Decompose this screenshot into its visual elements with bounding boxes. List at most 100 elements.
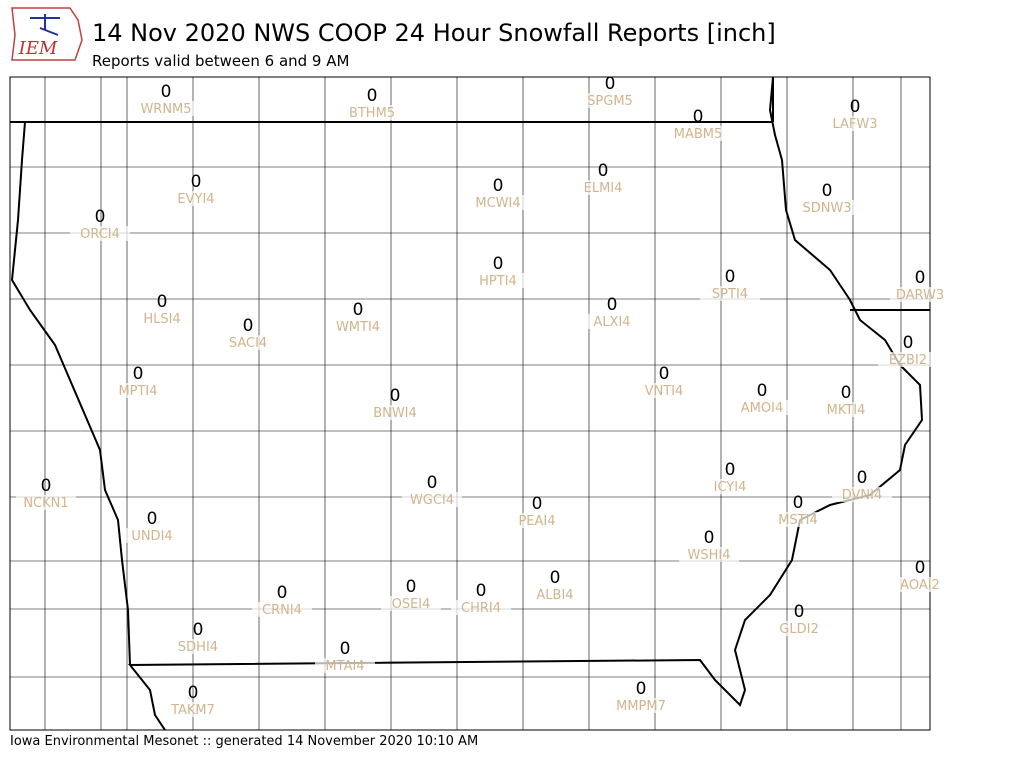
station-id: ORCI4 (80, 227, 120, 242)
label-halo (163, 702, 223, 717)
snowfall-value: 0 (191, 172, 202, 192)
label-halo (365, 405, 425, 420)
label-halo (573, 180, 633, 195)
label-halo (70, 226, 130, 241)
station-id: GLDI2 (779, 622, 818, 637)
label-halo (525, 587, 585, 602)
station-id: PEAI4 (518, 514, 555, 529)
station-id: NCKN1 (23, 496, 68, 511)
snowfall-value: 0 (493, 254, 504, 274)
station-id: ICYI4 (714, 480, 747, 495)
station-id: BTHM5 (349, 106, 395, 121)
snowfall-value: 0 (793, 493, 804, 513)
label-halo (611, 698, 671, 713)
snowfall-value: 0 (493, 176, 504, 196)
station-id: CHRI4 (461, 601, 501, 616)
station-id: AOAI2 (900, 578, 940, 593)
snowfall-value: 0 (353, 300, 364, 320)
snowfall-value: 0 (757, 381, 768, 401)
station-id: HPTI4 (479, 274, 517, 289)
label-halo (108, 383, 168, 398)
label-halo (832, 487, 892, 502)
station-id: TAKM7 (170, 703, 215, 718)
snowfall-value: 0 (532, 494, 543, 514)
label-halo (890, 577, 950, 592)
label-halo (634, 383, 694, 398)
snowfall-value: 0 (704, 528, 715, 548)
snowfall-value: 0 (476, 581, 487, 601)
snowfall-value: 0 (367, 86, 378, 106)
snowfall-value: 0 (193, 620, 204, 640)
snowfall-value: 0 (857, 468, 868, 488)
label-halo (825, 116, 885, 131)
label-halo (218, 335, 278, 350)
label-halo (769, 621, 829, 636)
snowfall-value: 0 (725, 267, 736, 287)
snowfall-value: 0 (725, 460, 736, 480)
snowfall-value: 0 (550, 568, 561, 588)
station-id: AMOI4 (741, 401, 783, 416)
snowfall-value: 0 (659, 364, 670, 384)
station-id: MSTI4 (778, 513, 818, 528)
snowfall-value: 0 (693, 107, 704, 127)
label-halo (168, 639, 228, 654)
snowfall-value: 0 (850, 97, 861, 117)
label-halo (252, 602, 312, 617)
station-id: EVYI4 (177, 192, 214, 207)
label-halo (507, 513, 567, 528)
station-id: SPTI4 (712, 287, 748, 302)
logo-text: IEM (18, 38, 58, 59)
snowfall-value: 0 (636, 679, 647, 699)
station-id: WGCI4 (410, 493, 454, 508)
station-id: MKTI4 (827, 403, 866, 418)
label-halo (797, 200, 857, 215)
label-halo (679, 547, 739, 562)
label-halo (700, 286, 760, 301)
station-id: DARW3 (896, 288, 944, 303)
station-id: MABM5 (674, 127, 723, 142)
label-halo (878, 352, 938, 367)
snowfall-value: 0 (157, 292, 168, 312)
station-id: SDNW3 (802, 201, 851, 216)
label-halo (468, 195, 528, 210)
station-id: DVNI4 (842, 488, 883, 503)
label-halo (451, 600, 511, 615)
label-halo (402, 492, 462, 507)
station-id: HLSI4 (143, 312, 180, 327)
snowfall-value: 0 (605, 74, 616, 94)
label-halo (580, 93, 640, 108)
snowfall-value: 0 (41, 476, 52, 496)
snowfall-value: 0 (95, 207, 106, 227)
snowfall-value: 0 (243, 316, 254, 336)
station-id: SDHI4 (178, 640, 218, 655)
label-halo (166, 191, 226, 206)
snowfall-value: 0 (133, 364, 144, 384)
station-id: WRNM5 (140, 102, 191, 117)
label-halo (700, 479, 760, 494)
label-halo (582, 314, 642, 329)
snowfall-value: 0 (841, 383, 852, 403)
title: 14 Nov 2020 NWS COOP 24 Hour Snowfall Re… (92, 19, 776, 47)
station-id: OSEI4 (392, 597, 431, 612)
label-halo (136, 101, 196, 116)
station-id: MTAI4 (325, 659, 364, 674)
station-id: SACI4 (229, 336, 267, 351)
station-id: ELMI4 (584, 181, 623, 196)
label-halo (768, 512, 828, 527)
snowfall-value: 0 (147, 509, 158, 529)
snowfall-value: 0 (903, 333, 914, 353)
label-halo (381, 596, 441, 611)
state-border (10, 77, 930, 730)
subtitle: Reports valid between 6 and 9 AM (92, 52, 349, 70)
label-halo (16, 495, 76, 510)
snowfall-value: 0 (598, 161, 609, 181)
label-halo (816, 402, 876, 417)
station-id: CRNI4 (262, 603, 302, 618)
snowfall-value: 0 (390, 386, 401, 406)
snowfall-value: 0 (406, 577, 417, 597)
station-id: BNWI4 (373, 406, 417, 421)
snowfall-value: 0 (427, 473, 438, 493)
station-id: ALXI4 (593, 315, 630, 330)
label-halo (315, 658, 375, 673)
station-id: VNTI4 (645, 384, 684, 399)
